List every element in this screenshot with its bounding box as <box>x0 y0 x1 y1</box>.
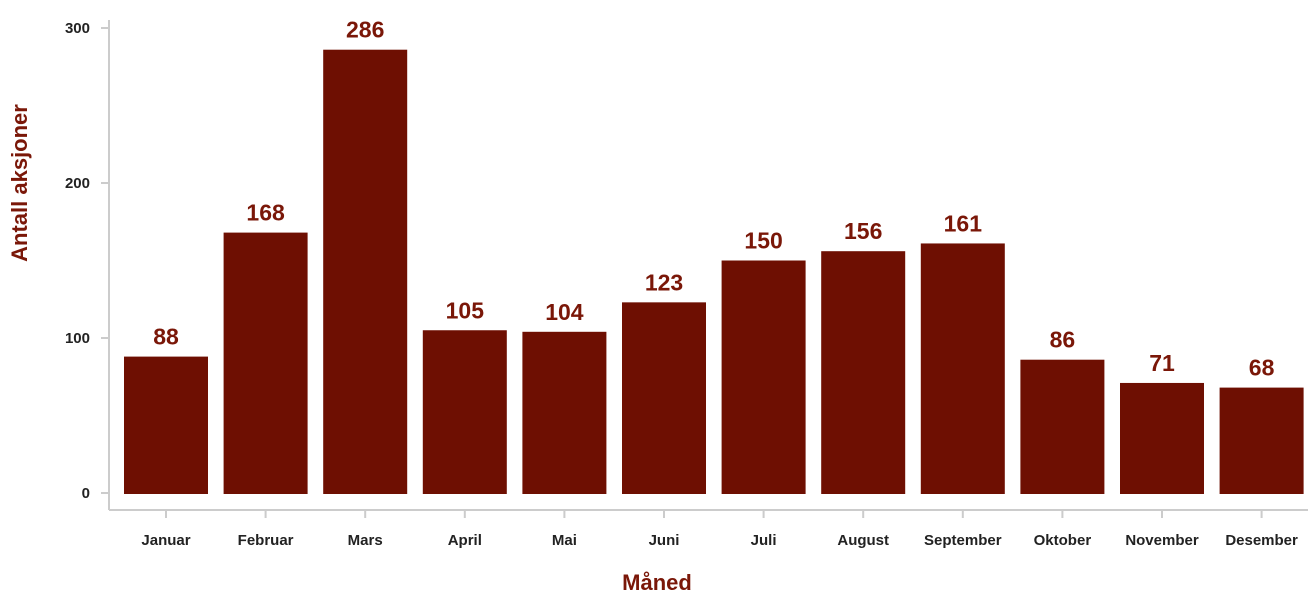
x-tick-label: August <box>837 532 889 549</box>
y-axis: 0 100 200 300 <box>65 20 110 510</box>
x-tick-label: Februar <box>238 532 294 549</box>
value-label: 150 <box>744 228 782 254</box>
y-tick-label: 0 <box>82 485 90 502</box>
value-label: 286 <box>346 17 384 43</box>
bar-mai <box>522 331 607 494</box>
value-label: 156 <box>844 218 882 244</box>
bars <box>124 49 1304 494</box>
value-label: 123 <box>645 269 683 295</box>
bar-oktober <box>1020 359 1105 494</box>
bar-september <box>920 243 1005 494</box>
bar-juli <box>721 260 806 494</box>
bar-november <box>1120 382 1204 494</box>
x-tick-label: Oktober <box>1034 532 1092 549</box>
value-label: 105 <box>446 297 485 323</box>
bar-desember <box>1219 387 1304 494</box>
bar-februar <box>223 232 308 494</box>
value-label: 86 <box>1050 327 1076 353</box>
bar-august <box>821 251 906 494</box>
bar-januar <box>124 356 208 494</box>
x-tick-label: Desember <box>1225 532 1298 549</box>
y-tick-label: 100 <box>65 330 90 347</box>
value-labels: 88 168 286 105 104 123 150 156 161 86 71 68 <box>153 17 1274 381</box>
x-tick-label: April <box>448 532 482 549</box>
x-tick-label: November <box>1125 532 1199 549</box>
x-tick-label: Januar <box>141 532 190 549</box>
value-label: 161 <box>944 210 983 236</box>
x-tick-label: Juli <box>751 532 777 549</box>
x-axis-title: Måned <box>622 570 692 595</box>
x-axis: Januar Februar Mars April Mai Juni Juli August S… <box>109 509 1308 549</box>
bar-april <box>422 330 507 494</box>
x-tick-label: Mars <box>348 532 383 549</box>
value-label: 68 <box>1249 355 1275 381</box>
x-tick-label: September <box>924 532 1002 549</box>
value-label: 71 <box>1149 350 1175 376</box>
value-label: 168 <box>246 200 285 226</box>
bar-juni <box>622 302 706 494</box>
y-tick-label: 300 <box>65 20 90 37</box>
value-label: 88 <box>153 324 179 350</box>
x-tick-label: Juni <box>649 532 680 549</box>
y-axis-title: Antall aksjoner <box>7 104 32 262</box>
value-label: 104 <box>545 299 584 325</box>
x-tick-label: Mai <box>552 532 577 549</box>
y-tick-label: 200 <box>65 175 90 192</box>
bar-mars <box>323 49 408 494</box>
